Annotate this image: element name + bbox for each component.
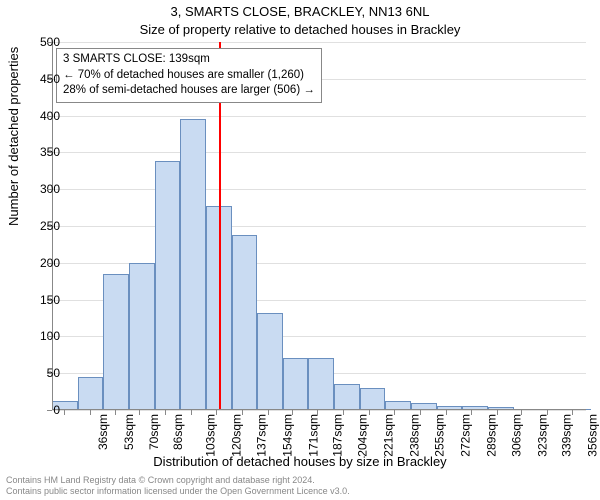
gridline (52, 189, 586, 190)
x-tick-mark (268, 410, 269, 415)
x-tick-label: 255sqm (433, 414, 447, 457)
x-tick-label: 53sqm (122, 414, 136, 450)
histogram-bar (78, 377, 104, 410)
y-tick-mark (47, 79, 52, 80)
x-tick-label: 323sqm (536, 414, 550, 457)
x-tick-label: 103sqm (204, 414, 218, 457)
x-tick-label: 120sqm (229, 414, 243, 457)
histogram-bar (180, 119, 206, 410)
x-tick-mark (139, 410, 140, 415)
gridline (52, 226, 586, 227)
x-tick-mark (394, 410, 395, 415)
callout-line-3: 28% of semi-detached houses are larger (… (63, 83, 315, 99)
y-tick-label: 100 (16, 329, 60, 343)
x-axis-line (52, 409, 586, 410)
x-tick-mark (369, 410, 370, 415)
gridline (52, 410, 586, 411)
y-tick-mark (47, 336, 52, 337)
x-tick-label: 70sqm (147, 414, 161, 450)
gridline (52, 152, 586, 153)
x-tick-label: 221sqm (382, 414, 396, 457)
x-tick-mark (471, 410, 472, 415)
y-tick-mark (47, 226, 52, 227)
y-tick-mark (47, 116, 52, 117)
x-tick-mark (317, 410, 318, 415)
y-tick-label: 450 (16, 72, 60, 86)
y-tick-label: 250 (16, 219, 60, 233)
footer-line-2: Contains public sector information licen… (6, 486, 350, 497)
histogram-bar (360, 388, 386, 410)
x-tick-mark (572, 410, 573, 415)
x-tick-label: 86sqm (172, 414, 186, 450)
y-tick-mark (47, 373, 52, 374)
histogram-bar (257, 313, 283, 410)
y-tick-label: 0 (16, 403, 60, 417)
y-tick-label: 50 (16, 366, 60, 380)
x-tick-mark (90, 410, 91, 415)
histogram-bar (155, 161, 181, 410)
y-tick-label: 200 (16, 256, 60, 270)
gridline (52, 116, 586, 117)
y-tick-label: 400 (16, 109, 60, 123)
x-tick-mark (242, 410, 243, 415)
y-tick-mark (47, 410, 52, 411)
x-tick-label: 171sqm (306, 414, 320, 457)
x-tick-mark (547, 410, 548, 415)
histogram-bar (283, 358, 309, 410)
y-tick-mark (47, 189, 52, 190)
x-tick-mark (115, 410, 116, 415)
histogram-bar (308, 358, 334, 410)
x-tick-label: 238sqm (407, 414, 421, 457)
x-tick-mark (343, 410, 344, 415)
x-tick-mark (64, 410, 65, 415)
callout-box: 3 SMARTS CLOSE: 139sqm ← 70% of detached… (56, 48, 322, 103)
x-tick-mark (446, 410, 447, 415)
x-tick-mark (521, 410, 522, 415)
y-tick-label: 300 (16, 182, 60, 196)
x-tick-label: 356sqm (585, 414, 599, 457)
footer-attribution: Contains HM Land Registry data © Crown c… (6, 475, 350, 498)
y-tick-mark (47, 42, 52, 43)
x-tick-label: 154sqm (281, 414, 295, 457)
x-tick-label: 272sqm (459, 414, 473, 457)
y-tick-label: 500 (16, 35, 60, 49)
x-tick-label: 306sqm (510, 414, 524, 457)
x-tick-label: 204sqm (356, 414, 370, 457)
x-tick-label: 289sqm (484, 414, 498, 457)
x-tick-label: 187sqm (331, 414, 345, 457)
y-tick-mark (47, 263, 52, 264)
x-tick-mark (497, 410, 498, 415)
x-tick-label: 339sqm (560, 414, 574, 457)
callout-line-2: ← 70% of detached houses are smaller (1,… (63, 68, 315, 84)
footer-line-1: Contains HM Land Registry data © Crown c… (6, 475, 350, 486)
y-tick-mark (47, 152, 52, 153)
chart-title-main: 3, SMARTS CLOSE, BRACKLEY, NN13 6NL (0, 4, 600, 19)
callout-line-1: 3 SMARTS CLOSE: 139sqm (63, 52, 315, 68)
histogram-bar (129, 263, 155, 410)
x-tick-mark (216, 410, 217, 415)
y-tick-label: 350 (16, 145, 60, 159)
y-tick-mark (47, 300, 52, 301)
histogram-bar (334, 384, 360, 410)
x-tick-label: 36sqm (96, 414, 110, 450)
y-tick-label: 150 (16, 293, 60, 307)
histogram-bar (103, 274, 129, 410)
x-tick-mark (191, 410, 192, 415)
histogram-bar (232, 235, 258, 410)
gridline (52, 42, 586, 43)
x-tick-label: 137sqm (255, 414, 269, 457)
x-tick-mark (165, 410, 166, 415)
x-tick-mark (420, 410, 421, 415)
chart-title-sub: Size of property relative to detached ho… (0, 22, 600, 37)
x-tick-mark (292, 410, 293, 415)
